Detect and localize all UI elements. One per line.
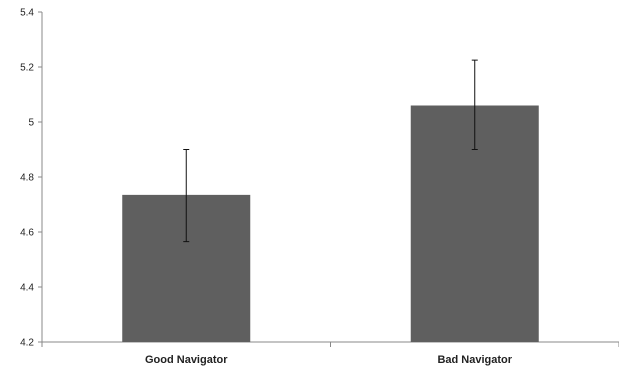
y-tick-label: 4.8 (20, 173, 34, 184)
y-tick-label: 5.2 (20, 63, 34, 74)
error-bars (183, 59, 478, 243)
y-tick-label: 5 (28, 118, 34, 129)
category-labels: Good Navigator Bad Navigator (145, 354, 513, 366)
y-axis: 4.2 4.4 4.6 4.8 5 5.2 5.4 (20, 8, 43, 349)
y-tick-label: 4.6 (20, 228, 34, 239)
bars (122, 105, 539, 342)
y-tick-label: 4.2 (20, 338, 34, 349)
y-tick-label: 5.4 (20, 8, 34, 19)
x-category-label: Bad Navigator (437, 354, 512, 366)
y-tick-label: 4.4 (20, 283, 34, 294)
x-axis (41, 341, 619, 347)
x-category-label: Good Navigator (145, 354, 228, 366)
